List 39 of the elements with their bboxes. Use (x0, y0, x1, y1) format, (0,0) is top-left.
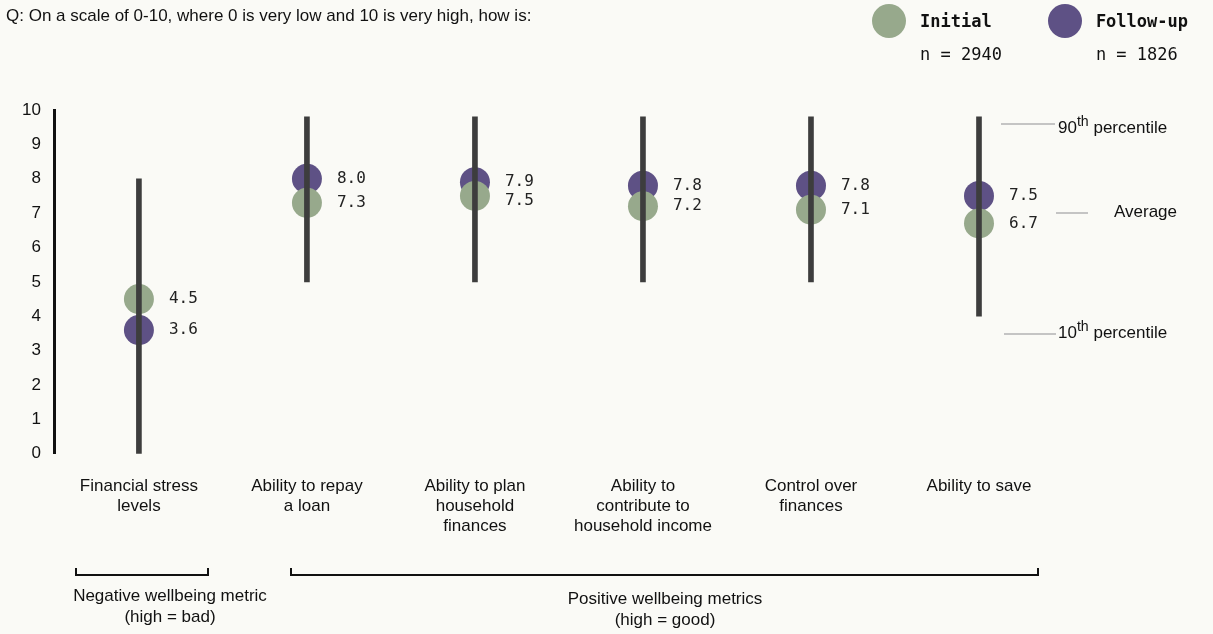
x-tick-label: Ability to repay a loan (251, 475, 364, 516)
text: Average (1114, 202, 1178, 222)
data-label: 7.5 (1008, 185, 1038, 205)
x-tick-label: Ability to save (926, 475, 1032, 495)
data-label: 3.6 (168, 319, 198, 339)
chart-title: Q: On a scale of 0-10, where 0 is very low and 10 is very high, how is: (6, 6, 532, 26)
data-label: 7.3 (336, 191, 366, 211)
y-tick-label: 3 (31, 340, 41, 360)
x-tick-label: Financial stress levels (79, 475, 198, 516)
y-tick-label: 6 (31, 237, 41, 257)
y-tick-label: 5 (31, 271, 41, 291)
y-tick-label: 1 (31, 409, 41, 429)
data-label: 7.1 (840, 198, 870, 218)
text: n = 2940 (919, 44, 1002, 64)
data-label: 7.5 (504, 190, 534, 210)
text: Negative wellbeing metric (high = bad) (72, 585, 268, 627)
data-label: 7.2 (672, 195, 702, 215)
y-tick-label: 2 (31, 374, 41, 394)
x-tick-label: Control over finances (764, 475, 858, 516)
y-tick-label: 9 (31, 134, 41, 154)
x-tick-label: Ability to contribute to household income (573, 475, 712, 536)
y-tick-label: 10 (21, 99, 41, 119)
data-label: 7.8 (672, 174, 702, 194)
x-tick-label: Ability to plan household finances (424, 475, 526, 536)
data-label: 8.0 (336, 167, 366, 187)
data-label: 7.9 (504, 171, 534, 191)
y-tick-label: 7 (31, 202, 41, 222)
legend-label: Initial (919, 11, 992, 31)
annotation: 10$^{th}$ percentile (1058, 318, 1168, 343)
y-tick-label: 4 (31, 305, 41, 325)
data-label: 6.7 (1008, 212, 1038, 232)
annotation: 90$^{th}$ percentile (1058, 113, 1168, 138)
legend-label: Follow-up (1095, 11, 1188, 31)
text: Positive wellbeing metrics (high = good) (566, 588, 764, 630)
data-label: 7.8 (840, 174, 870, 194)
text: n = 1826 (1095, 44, 1179, 64)
data-label: 4.5 (168, 288, 198, 308)
y-tick-label: 0 (31, 443, 41, 463)
y-tick-label: 8 (31, 168, 41, 188)
